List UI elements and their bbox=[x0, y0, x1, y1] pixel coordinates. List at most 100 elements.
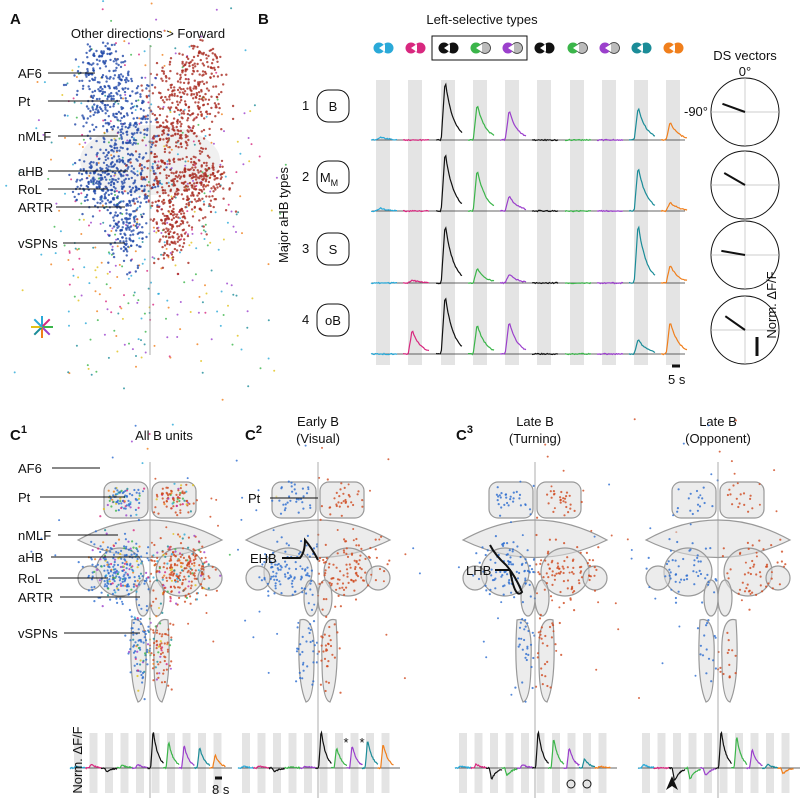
dot bbox=[150, 604, 153, 607]
stim-bar bbox=[750, 733, 759, 793]
dot bbox=[126, 224, 129, 227]
dot bbox=[157, 160, 160, 163]
dot bbox=[192, 44, 195, 48]
outline bbox=[462, 565, 488, 591]
trace bbox=[547, 739, 565, 770]
dot bbox=[85, 51, 88, 55]
dot bbox=[141, 560, 144, 563]
dot bbox=[326, 478, 329, 481]
dot bbox=[343, 486, 346, 489]
dot bbox=[207, 89, 210, 92]
dot bbox=[132, 124, 135, 127]
dot bbox=[90, 586, 93, 589]
dot bbox=[131, 106, 134, 109]
dot bbox=[345, 552, 348, 556]
trace bbox=[660, 265, 688, 284]
dot bbox=[112, 155, 116, 158]
dot bbox=[122, 61, 125, 64]
dot bbox=[273, 592, 276, 595]
dot bbox=[255, 509, 258, 512]
dot bbox=[91, 73, 94, 76]
dot bbox=[668, 568, 671, 571]
dot bbox=[116, 489, 119, 492]
dot bbox=[726, 493, 730, 497]
dot bbox=[179, 81, 182, 84]
dot bbox=[151, 559, 154, 562]
dot bbox=[142, 641, 145, 644]
dot bbox=[113, 580, 116, 583]
dot bbox=[178, 78, 182, 81]
dot bbox=[106, 579, 109, 582]
dot bbox=[105, 167, 108, 170]
dot bbox=[181, 547, 185, 550]
dot bbox=[82, 84, 85, 88]
dot bbox=[291, 490, 294, 493]
dot bbox=[194, 95, 197, 99]
dot bbox=[202, 82, 206, 86]
dot bbox=[190, 241, 193, 244]
dot bbox=[323, 561, 326, 564]
dot bbox=[691, 542, 694, 545]
dot bbox=[184, 140, 187, 143]
dot bbox=[173, 569, 176, 572]
dot bbox=[128, 504, 131, 507]
dot bbox=[286, 571, 289, 575]
dot bbox=[184, 206, 187, 209]
dot bbox=[274, 563, 277, 566]
dot bbox=[146, 184, 149, 187]
dot bbox=[184, 578, 187, 581]
dot bbox=[184, 68, 188, 71]
dot bbox=[131, 90, 134, 93]
dot bbox=[290, 485, 293, 488]
dot bbox=[176, 240, 179, 243]
dot bbox=[211, 52, 214, 55]
dot bbox=[201, 62, 204, 65]
dot bbox=[72, 97, 75, 100]
dot bbox=[89, 179, 93, 182]
dot bbox=[59, 230, 62, 233]
dot bbox=[132, 197, 135, 201]
dot bbox=[267, 319, 270, 322]
dot bbox=[312, 650, 315, 653]
dot bbox=[133, 179, 137, 182]
dot bbox=[572, 558, 575, 561]
dot bbox=[714, 667, 718, 670]
dot bbox=[188, 181, 192, 185]
dot bbox=[166, 486, 169, 489]
dot bbox=[197, 569, 200, 572]
dot bbox=[143, 698, 146, 701]
panel-superscript: 2 bbox=[256, 424, 262, 436]
dot bbox=[158, 672, 161, 675]
dot bbox=[190, 89, 193, 93]
dot bbox=[174, 52, 177, 55]
dot bbox=[203, 117, 206, 120]
dot bbox=[93, 198, 96, 201]
dot bbox=[112, 178, 115, 181]
dot bbox=[151, 83, 154, 87]
dot bbox=[95, 276, 98, 279]
dot bbox=[147, 200, 151, 203]
dot bbox=[123, 294, 125, 297]
dot bbox=[380, 535, 383, 538]
dot bbox=[199, 574, 203, 577]
dot bbox=[323, 633, 326, 636]
dot bbox=[191, 72, 194, 76]
dot bbox=[176, 72, 179, 75]
dot bbox=[141, 671, 145, 675]
dot bbox=[550, 561, 553, 564]
dot bbox=[178, 493, 181, 496]
dot bbox=[173, 247, 177, 251]
stim-bar bbox=[198, 733, 206, 793]
dot bbox=[98, 293, 101, 296]
stim-bar bbox=[273, 733, 281, 793]
dot bbox=[131, 540, 134, 543]
dot bbox=[746, 583, 749, 586]
dot bbox=[710, 680, 713, 683]
dot bbox=[162, 669, 165, 672]
dot bbox=[161, 79, 164, 83]
dot bbox=[130, 549, 133, 552]
dot bbox=[323, 574, 326, 577]
dot bbox=[113, 137, 116, 140]
dot bbox=[737, 505, 740, 509]
dot bbox=[138, 122, 141, 125]
